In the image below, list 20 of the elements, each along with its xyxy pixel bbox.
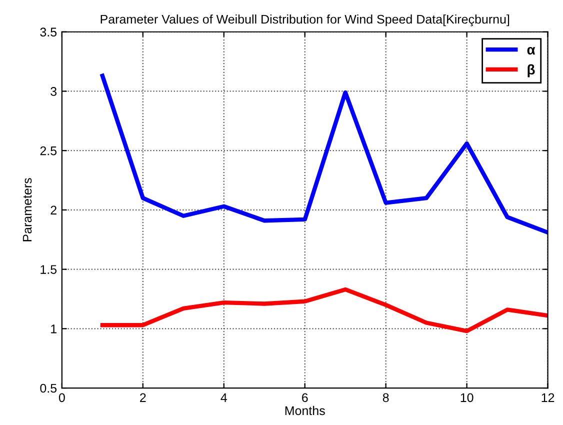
x-tick-label: 12 xyxy=(542,393,554,402)
legend-label: β xyxy=(528,64,535,78)
y-tick-label: 1 xyxy=(51,324,56,334)
x-axis-title: Months xyxy=(285,406,325,416)
x-tick-label: 2 xyxy=(140,393,146,402)
x-tick-label: 4 xyxy=(220,393,227,402)
x-tick-label: 10 xyxy=(460,393,474,402)
legend-label: α xyxy=(527,46,536,55)
y-tick-label: 2 xyxy=(50,206,56,214)
y-tick-label: 2.5 xyxy=(40,146,57,156)
x-tick-label: 8 xyxy=(382,393,389,402)
x-tick-label: 0 xyxy=(58,393,65,402)
y-tick-label: 1.5 xyxy=(40,265,57,274)
chart-title: Parameter Values of Weibull Distribution for Wind Speed Data[Kireçburnu] xyxy=(100,14,510,26)
y-tick-label: 0.5 xyxy=(40,384,57,393)
y-axis-title: Parameters xyxy=(22,178,32,242)
x-tick-label: 6 xyxy=(302,393,308,402)
line-series xyxy=(100,287,548,334)
y-tick-label: 3 xyxy=(50,87,57,96)
y-tick-label: 3.5 xyxy=(40,28,57,37)
